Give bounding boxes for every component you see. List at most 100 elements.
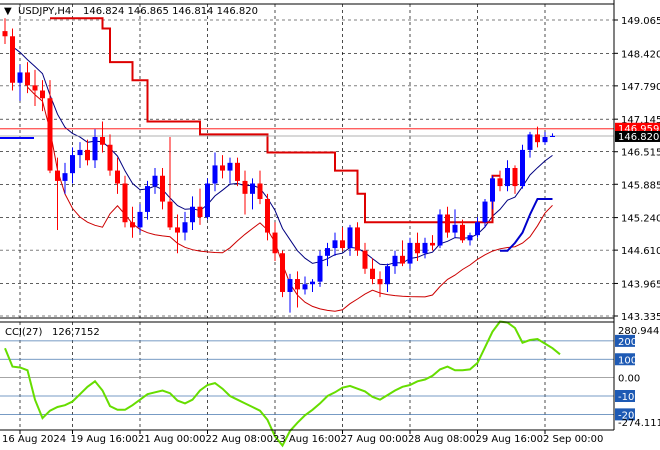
candle[interactable] bbox=[167, 137, 173, 230]
candle[interactable] bbox=[490, 175, 495, 210]
candle[interactable] bbox=[85, 139, 90, 166]
candle[interactable] bbox=[272, 222, 278, 261]
stop-lower-line bbox=[500, 198, 553, 252]
candle-body bbox=[385, 266, 390, 285]
candle[interactable] bbox=[77, 142, 83, 168]
candle[interactable] bbox=[47, 80, 53, 174]
candle[interactable] bbox=[467, 232, 473, 246]
candlestick-series[interactable] bbox=[2, 18, 556, 313]
candle[interactable] bbox=[325, 242, 330, 267]
candle[interactable] bbox=[310, 279, 315, 292]
candle-body bbox=[137, 211, 143, 228]
price-tick-label: 144.610 bbox=[621, 246, 660, 257]
candle[interactable] bbox=[370, 258, 375, 285]
candle[interactable] bbox=[242, 170, 248, 215]
candle[interactable] bbox=[385, 263, 390, 292]
candle[interactable] bbox=[482, 198, 488, 228]
candle[interactable] bbox=[250, 178, 255, 210]
candle[interactable] bbox=[212, 152, 218, 192]
candle[interactable] bbox=[115, 157, 120, 194]
candle[interactable] bbox=[10, 28, 15, 91]
candle[interactable] bbox=[235, 157, 240, 187]
candle[interactable] bbox=[145, 180, 150, 220]
candle[interactable] bbox=[512, 165, 518, 194]
cci-tick-label: 280.9446 bbox=[618, 326, 660, 337]
candle-body bbox=[197, 206, 203, 218]
candle[interactable] bbox=[535, 126, 540, 148]
candle-body bbox=[62, 173, 68, 181]
candle[interactable] bbox=[437, 209, 443, 249]
candle-body bbox=[295, 279, 300, 290]
candle[interactable] bbox=[505, 160, 510, 192]
candle[interactable] bbox=[122, 175, 128, 228]
candle[interactable] bbox=[452, 209, 458, 238]
candle[interactable] bbox=[32, 69, 38, 107]
candle[interactable] bbox=[190, 196, 195, 230]
candle[interactable] bbox=[377, 271, 383, 298]
candle[interactable] bbox=[460, 219, 465, 243]
candle-body bbox=[122, 183, 128, 223]
candle[interactable] bbox=[2, 18, 8, 45]
candle[interactable] bbox=[160, 168, 165, 210]
candle[interactable] bbox=[265, 193, 270, 241]
candle[interactable] bbox=[302, 276, 308, 295]
candle-body bbox=[437, 214, 443, 246]
candle-body bbox=[542, 137, 548, 143]
candle-body bbox=[130, 222, 135, 228]
candle[interactable] bbox=[220, 155, 225, 179]
candle[interactable] bbox=[175, 214, 180, 254]
dropdown-arrow-icon[interactable]: ▼ bbox=[4, 6, 12, 17]
candle[interactable] bbox=[55, 157, 60, 230]
candle[interactable] bbox=[347, 224, 353, 256]
candle[interactable] bbox=[392, 250, 398, 274]
candle-body bbox=[490, 178, 495, 202]
candle[interactable] bbox=[227, 157, 233, 184]
candle[interactable] bbox=[520, 144, 525, 189]
candle[interactable] bbox=[17, 64, 23, 101]
candle[interactable] bbox=[205, 178, 210, 220]
candle[interactable] bbox=[197, 188, 203, 225]
candle[interactable] bbox=[340, 227, 345, 251]
candle[interactable] bbox=[92, 129, 98, 168]
candle-body bbox=[505, 168, 510, 187]
candle[interactable] bbox=[527, 131, 533, 158]
candle[interactable] bbox=[430, 235, 435, 251]
candle[interactable] bbox=[550, 133, 555, 138]
candle[interactable] bbox=[445, 206, 450, 238]
candle[interactable] bbox=[152, 168, 158, 194]
candle[interactable] bbox=[182, 211, 188, 241]
candle[interactable] bbox=[362, 242, 368, 274]
ohlc-readout: 146.824 146.865 146.814 146.820 bbox=[83, 6, 258, 17]
time-tick-label: 28 Aug 08:00 bbox=[408, 434, 475, 445]
price-tick-label: 147.790 bbox=[621, 82, 660, 93]
candle[interactable] bbox=[422, 237, 428, 259]
candle[interactable] bbox=[25, 62, 30, 94]
candle[interactable] bbox=[130, 206, 135, 238]
candle-body bbox=[227, 162, 233, 171]
candle[interactable] bbox=[497, 170, 503, 192]
candle[interactable] bbox=[332, 232, 338, 256]
candle-body bbox=[482, 201, 488, 223]
candle-body bbox=[467, 235, 473, 241]
candle[interactable] bbox=[400, 240, 405, 267]
candle[interactable] bbox=[475, 217, 480, 238]
candle[interactable] bbox=[40, 80, 45, 112]
candle[interactable] bbox=[295, 271, 300, 308]
candle[interactable] bbox=[542, 131, 548, 145]
candle[interactable] bbox=[107, 134, 113, 176]
candle-body bbox=[370, 268, 375, 280]
candle[interactable] bbox=[70, 147, 75, 184]
candle[interactable] bbox=[287, 273, 293, 313]
time-tick-label: 22 Aug 08:00 bbox=[206, 434, 273, 445]
candle[interactable] bbox=[257, 170, 263, 205]
candle[interactable] bbox=[415, 232, 420, 261]
candle[interactable] bbox=[355, 222, 360, 256]
cci-tick-label: -100 bbox=[618, 392, 641, 403]
candle[interactable] bbox=[317, 250, 323, 287]
candle[interactable] bbox=[137, 204, 143, 233]
candle[interactable] bbox=[62, 162, 68, 194]
candle[interactable] bbox=[280, 250, 285, 298]
candle[interactable] bbox=[407, 237, 413, 269]
candle[interactable] bbox=[100, 121, 105, 153]
